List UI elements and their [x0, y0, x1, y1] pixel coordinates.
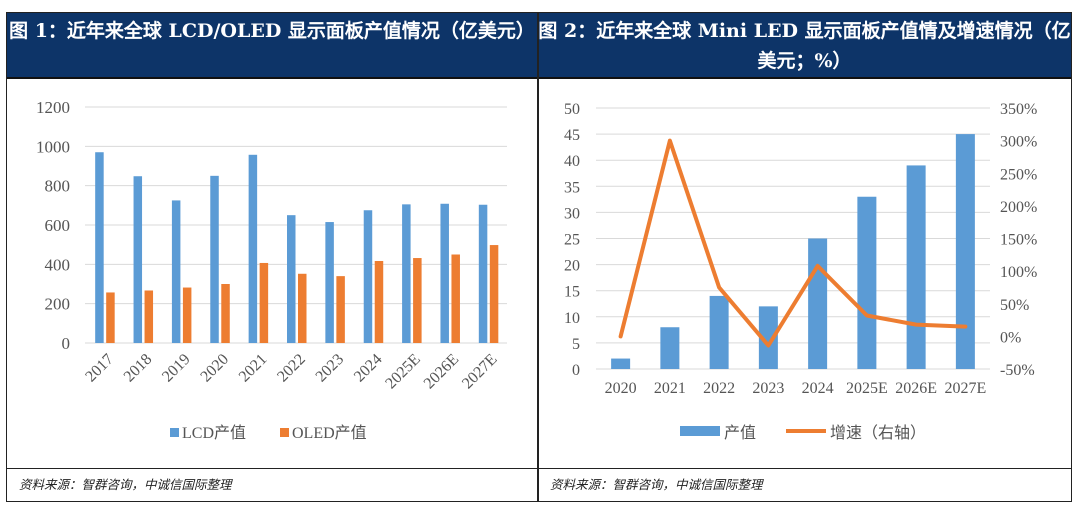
bar-output [660, 327, 680, 369]
x-tick-label: 2019 [159, 351, 194, 386]
legend-label: 产值 [724, 424, 756, 442]
y-tick-label: 0 [62, 334, 71, 353]
bar-lcd [363, 210, 373, 343]
legend-label: 增速（右轴） [830, 424, 926, 442]
panel-divider [537, 12, 539, 502]
y2-tick-label: 250% [1000, 166, 1037, 183]
bar-lcd [478, 204, 488, 343]
bar-lcd [402, 204, 411, 343]
y-tick-label: 30 [564, 205, 580, 222]
x-tick-label: 2017 [82, 351, 117, 386]
y-tick-label: 40 [564, 153, 580, 170]
x-tick-label: 2021 [654, 380, 686, 397]
y2-tick-label: 150% [1000, 232, 1037, 249]
x-tick-label: 2023 [752, 380, 784, 397]
legend-swatch [170, 428, 179, 437]
x-tick-label: 2022 [274, 351, 309, 386]
bar-oled [374, 260, 384, 343]
legend-label: LCD产值 [182, 424, 246, 442]
y2-tick-label: 0% [1000, 329, 1021, 346]
bar-lcd [325, 222, 334, 343]
source-note-right: 资料来源：智群咨询，中诚信国际整理 [538, 468, 1071, 502]
bar-oled [336, 276, 345, 343]
y-tick-label: 45 [564, 127, 580, 144]
bar-oled [298, 273, 307, 343]
bar-oled [182, 287, 192, 343]
legend-label: OLED产值 [292, 424, 367, 442]
x-tick-label: 2025E [382, 351, 424, 393]
bar-output [709, 295, 729, 369]
bar-output [611, 358, 631, 369]
y2-tick-label: 50% [1000, 297, 1029, 314]
bar-output [758, 306, 778, 369]
y2-tick-label: 300% [1000, 134, 1037, 151]
y-tick-label: 25 [564, 232, 580, 249]
x-tick-label: 2027E [459, 351, 501, 393]
bar-lcd [440, 203, 449, 343]
bar-lcd [248, 154, 258, 343]
y-tick-label: 20 [564, 258, 580, 275]
chart2-title: 图 2：近年来全球 Mini LED 显示面板产值情及增速情况（亿美元；%） [538, 13, 1071, 79]
x-tick-label: 2024 [802, 380, 834, 397]
y-tick-label: 5 [572, 336, 580, 353]
y-tick-label: 50 [564, 101, 580, 118]
bar-output [955, 134, 975, 369]
x-tick-label: 2022 [703, 380, 735, 397]
y2-tick-label: 100% [1000, 264, 1037, 281]
bar-lcd [171, 200, 181, 343]
y2-tick-label: -50% [1000, 362, 1035, 379]
line-growth [618, 138, 968, 348]
x-tick-label: 2026E [421, 351, 463, 393]
legend-swatch [280, 428, 289, 437]
y-tick-label: 200 [45, 295, 71, 314]
bar-lcd [133, 176, 143, 343]
bar-lcd [210, 175, 219, 343]
bar-oled [413, 258, 422, 343]
bar-output [808, 238, 828, 369]
y-tick-label: 600 [45, 216, 71, 235]
y2-tick-label: 200% [1000, 199, 1037, 216]
y-tick-label: 400 [45, 255, 71, 274]
figure-frame [6, 12, 1072, 502]
x-tick-label: 2026E [895, 380, 937, 397]
x-tick-label: 2020 [197, 351, 232, 386]
x-tick-label: 2021 [236, 351, 271, 386]
bar-oled [489, 245, 499, 343]
x-tick-label: 2027E [944, 380, 986, 397]
y2-tick-label: 350% [1000, 101, 1037, 118]
x-tick-label: 2023 [313, 351, 348, 386]
y-tick-label: 10 [564, 310, 580, 327]
bar-lcd [287, 215, 296, 343]
y-tick-label: 15 [564, 284, 580, 301]
y-tick-label: 35 [564, 179, 580, 196]
y-tick-label: 1000 [36, 137, 70, 156]
source-note-left: 资料来源：智群咨询，中诚信国际整理 [7, 468, 537, 502]
bar-oled [259, 262, 269, 343]
x-tick-label: 2018 [121, 351, 156, 386]
bar-output [906, 165, 926, 369]
bar-oled [221, 284, 230, 343]
x-tick-label: 2025E [846, 380, 888, 397]
legend-swatch-bar [680, 426, 720, 436]
x-tick-label: 2020 [605, 380, 637, 397]
y-tick-label: 800 [45, 177, 71, 196]
bar-oled [106, 292, 115, 343]
x-tick-label: 2024 [351, 351, 386, 386]
y-tick-label: 1200 [36, 98, 70, 117]
y-tick-label: 0 [572, 362, 580, 379]
bar-oled [451, 254, 460, 343]
chart1-title: 图 1：近年来全球 LCD/OLED 显示面板产值情况（亿美元） [7, 13, 537, 79]
bar-oled [144, 290, 154, 343]
bar-output [857, 196, 877, 369]
bar-lcd [95, 152, 104, 343]
